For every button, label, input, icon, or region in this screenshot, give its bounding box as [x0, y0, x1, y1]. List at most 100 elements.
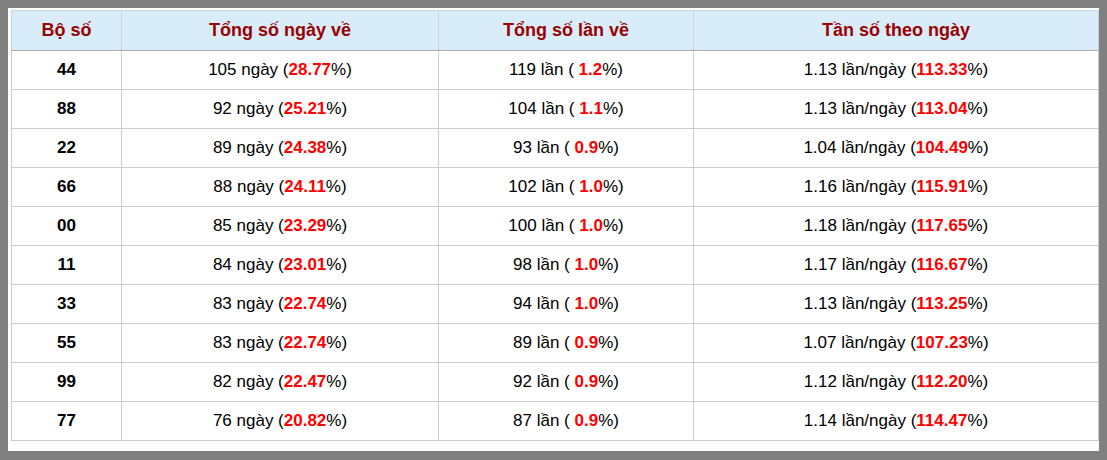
cell-prefix-text: 104 lần (: [508, 99, 579, 118]
days-cell: 83 ngày (22.74%): [122, 285, 439, 324]
cell-prefix-text: 92 lần (: [513, 372, 574, 391]
freq-cell: 1.16 lần/ngày (115.91%): [694, 168, 1099, 207]
cell-prefix-text: 83 ngày (: [213, 333, 284, 352]
cell-suffix-text: %): [326, 255, 347, 274]
highlight-percent: 0.9: [575, 372, 599, 391]
cell-prefix-text: 100 lần (: [508, 216, 579, 235]
freq-cell: 1.13 lần/ngày (113.25%): [694, 285, 1099, 324]
table-row: 8892 ngày (25.21%)104 lần ( 1.1%)1.13 lầ…: [12, 90, 1099, 129]
highlight-percent: 104.49: [916, 138, 968, 157]
cell-prefix-text: 1.14 lần/ngày (: [804, 411, 916, 430]
times-cell: 89 lần ( 0.9%): [439, 324, 694, 363]
highlight-percent: 0.9: [575, 411, 599, 430]
cell-prefix-text: 87 lần (: [513, 411, 574, 430]
cell-suffix-text: %): [603, 99, 624, 118]
highlight-percent: 23.01: [284, 255, 327, 274]
cell-suffix-text: %): [326, 411, 347, 430]
freq-cell: 1.12 lần/ngày (112.20%): [694, 363, 1099, 402]
highlight-percent: 107.23: [916, 333, 968, 352]
times-cell: 92 lần ( 0.9%): [439, 363, 694, 402]
cell-suffix-text: %): [598, 333, 619, 352]
highlight-percent: 20.82: [284, 411, 327, 430]
table-row: 6688 ngày (24.11%)102 lần ( 1.0%)1.16 lầ…: [12, 168, 1099, 207]
cell-prefix-text: 83 ngày (: [213, 294, 284, 313]
cell-prefix-text: 93 lần (: [513, 138, 574, 157]
highlight-percent: 1.0: [579, 216, 603, 235]
cell-suffix-text: %): [326, 333, 347, 352]
times-cell: 119 lần ( 1.2%): [439, 51, 694, 90]
highlight-percent: 116.67: [916, 255, 967, 274]
table-row: 2289 ngày (24.38%) 93 lần ( 0.9%) 1.04 lần…: [12, 129, 1099, 168]
pair-cell: 77: [12, 402, 122, 441]
pair-cell: 44: [12, 51, 122, 90]
days-cell: 105 ngày (28.77%): [122, 51, 439, 90]
times-cell: 104 lần ( 1.1%): [439, 90, 694, 129]
cell-prefix-text: 1.13 lần/ngày (: [804, 60, 916, 79]
cell-prefix-text: 105 ngày (: [208, 60, 288, 79]
freq-cell: 1.07 lần/ngày (107.23%): [694, 324, 1099, 363]
cell-prefix-text: 1.07 lần/ngày (: [803, 333, 915, 352]
pair-cell: 66: [12, 168, 122, 207]
freq-cell: 1.17 lần/ngày (116.67%): [694, 246, 1099, 285]
cell-suffix-text: %): [331, 60, 352, 79]
pair-cell: 11: [12, 246, 122, 285]
cell-prefix-text: 82 ngày (: [213, 372, 284, 391]
cell-suffix-text: %): [598, 372, 619, 391]
table-row: 5583 ngày (22.74%)89 lần ( 0.9%)1.07 lần…: [12, 324, 1099, 363]
col-header-pair: Bộ số: [12, 11, 122, 51]
highlight-percent: 117.65: [916, 216, 967, 235]
freq-cell: 1.14 lần/ngày (114.47%): [694, 402, 1099, 441]
cell-suffix-text: %): [967, 216, 988, 235]
cell-suffix-text: %): [326, 294, 347, 313]
days-cell: 89 ngày (24.38%): [122, 129, 439, 168]
days-cell: 88 ngày (24.11%): [122, 168, 439, 207]
cell-prefix-text: 1.13 lần/ngày (: [804, 294, 916, 313]
cell-suffix-text: %): [598, 138, 619, 157]
pair-cell: 00: [12, 207, 122, 246]
cell-suffix-text: %): [967, 177, 988, 196]
highlight-percent: 0.9: [575, 333, 599, 352]
highlight-percent: 1.0: [579, 177, 603, 196]
pair-cell: 55: [12, 324, 122, 363]
highlight-percent: 115.91: [916, 177, 967, 196]
highlight-percent: 1.1: [579, 99, 603, 118]
cell-suffix-text: %): [598, 294, 619, 313]
days-cell: 82 ngày (22.47%): [122, 363, 439, 402]
highlight-percent: 112.20: [916, 372, 967, 391]
cell-suffix-text: %): [603, 177, 624, 196]
highlight-percent: 113.04: [916, 99, 967, 118]
cell-suffix-text: %): [598, 255, 619, 274]
col-header-total-days: Tổng số ngày về: [122, 11, 439, 51]
times-cell: 100 lần ( 1.0%): [439, 207, 694, 246]
cell-prefix-text: 1.13 lần/ngày (: [804, 99, 916, 118]
table-row: 3383 ngày (22.74%)94 lần ( 1.0%)1.13 lần…: [12, 285, 1099, 324]
cell-suffix-text: %): [967, 294, 988, 313]
times-cell: 87 lần ( 0.9%): [439, 402, 694, 441]
cell-prefix-text: 85 ngày (: [213, 216, 284, 235]
cell-suffix-text: %): [326, 177, 347, 196]
cell-suffix-text: %): [326, 138, 347, 157]
highlight-percent: 1.0: [575, 255, 599, 274]
table-row: 9982 ngày (22.47%)92 lần ( 0.9%)1.12 lần…: [12, 363, 1099, 402]
cell-prefix-text: 1.04 lần/ngày (: [803, 138, 915, 157]
highlight-percent: 0.9: [575, 138, 599, 157]
highlight-percent: 24.11: [284, 177, 326, 196]
header-row: Bộ số Tổng số ngày về Tổng số lần về Tần…: [12, 11, 1099, 51]
table-inner-area: Bộ số Tổng số ngày về Tổng số lần về Tần…: [8, 8, 1099, 451]
pair-cell: 22: [12, 129, 122, 168]
freq-cell: 1.04 lần/ngày (104.49%): [694, 129, 1099, 168]
pair-cell: 99: [12, 363, 122, 402]
days-cell: 84 ngày (23.01%): [122, 246, 439, 285]
highlight-percent: 25.21: [284, 99, 327, 118]
highlight-percent: 23.29: [284, 216, 327, 235]
lottery-stats-table: Bộ số Tổng số ngày về Tổng số lần về Tần…: [11, 10, 1099, 441]
cell-suffix-text: %): [598, 411, 619, 430]
cell-prefix-text: 1.12 lần/ngày (: [804, 372, 916, 391]
highlight-percent: 22.47: [284, 372, 327, 391]
cell-prefix-text: 89 ngày (: [213, 138, 284, 157]
highlight-percent: 22.74: [284, 333, 327, 352]
table-row: 0085 ngày (23.29%)100 lần ( 1.0%)1.18 lầ…: [12, 207, 1099, 246]
cell-prefix-text: 89 lần (: [513, 333, 574, 352]
days-cell: 85 ngày (23.29%): [122, 207, 439, 246]
cell-prefix-text: 88 ngày (: [213, 177, 284, 196]
